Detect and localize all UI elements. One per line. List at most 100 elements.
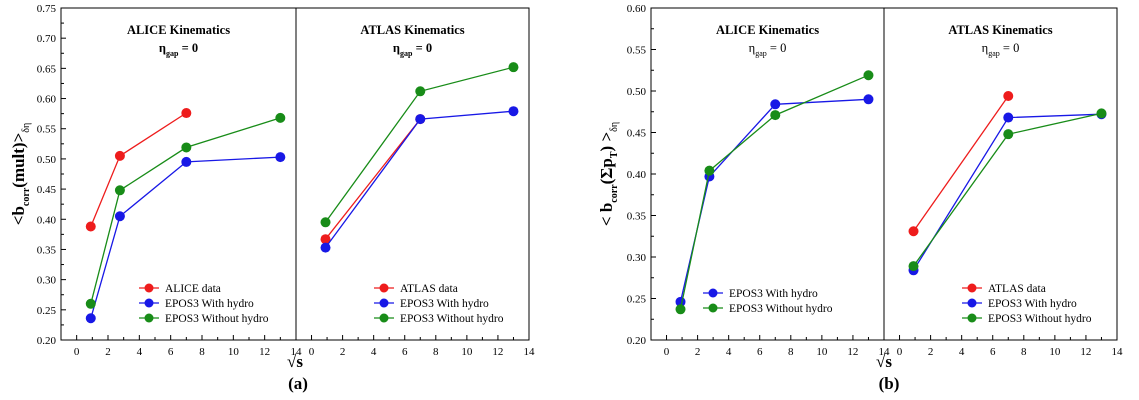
subpanel-title: ATLAS Kinematics [948,23,1052,37]
ylabel-sub-t: T [609,151,620,158]
legend-label: EPOS3 With hydro [988,298,1077,310]
y-tick-label: 0.40 [37,214,57,226]
x-tick-label: 6 [168,346,174,358]
data-point [908,261,919,272]
y-tick-label: 0.50 [627,86,647,98]
legend-label: ATLAS data [988,283,1046,295]
y-tick-label: 0.30 [37,275,57,287]
legend-entry: EPOS3 Without hydro [374,313,504,325]
x-tick-label: 10 [461,346,473,358]
subtitle-sub: gap [400,49,413,58]
y-tick-label: 0.40 [627,169,647,181]
x-tick-label: 4 [371,346,377,358]
data-point [508,62,519,73]
legend-marker [967,313,977,323]
ylabel-sub2: δη [21,123,32,133]
subpanel-subtitle: ηgap = 0 [393,41,432,58]
data-point [1003,90,1014,101]
data-point [181,108,192,119]
x-tick-label: 14 [524,346,536,358]
series-line [679,98,869,302]
subtitle-eta: η [749,41,756,55]
data-point [275,112,286,123]
x-tick-label: 10 [1049,346,1061,358]
legend-marker [144,313,154,323]
legend-label: EPOS3 With hydro [729,288,818,300]
data-point [675,304,686,315]
legend-label: EPOS3 Without hydro [400,313,504,325]
legend-entry: EPOS3 With hydro [139,298,254,310]
x-tick-label: 6 [990,346,996,358]
y-tick-label: 0.75 [37,3,57,15]
x-tick-label: 14 [879,346,891,358]
legend-label: ALICE data [165,283,221,295]
legend-marker [967,298,977,308]
legend-label: EPOS3 With hydro [165,298,254,310]
series-line [324,110,514,248]
subtitle-sub: gap [166,49,179,58]
y-tick-label: 0.45 [37,184,57,196]
x-tick-label: 12 [1080,346,1091,358]
y-tick-label: 0.30 [627,252,647,264]
chart-b: 0.20 0.25 0.30 0.35 0.40 0.45 0.50 0.55 0.60 0 2 4 6… [597,3,1123,393]
chart-a: 0.20 0.25 0.30 0.35 0.40 0.45 0.50 0.55 0.60 0.65… [9,3,535,393]
x-tick-label: 4 [137,346,143,358]
x-tick-label: 10 [816,346,828,358]
x-tick-label: 0 [664,346,670,358]
data-point [181,156,192,167]
x-tick-label: 8 [433,346,439,358]
subtitle-rest: = 0 [178,41,198,55]
subtitle-rest: = 0 [1000,41,1020,55]
legend-entry: ATLAS data [962,283,1046,295]
ylabel-sub2: δη [609,122,620,132]
legend-entry: EPOS3 With hydro [374,298,489,310]
series-line [912,95,1009,232]
data-point [1003,129,1014,140]
subpanel-subtitle: ηgap = 0 [982,41,1020,58]
data-point [275,152,286,163]
data-point [415,86,426,97]
ylabel-sub: corr [609,184,620,203]
series-line [324,118,421,240]
legend-marker [379,298,389,308]
y-tick-label: 0.60 [37,94,57,106]
subpanel-title: ATLAS Kinematics [360,23,464,37]
data-point [1096,108,1107,119]
y-tick-label: 0.55 [37,124,57,136]
y-tick-label: 0.55 [627,45,647,57]
subtitle-eta: η [393,41,400,55]
data-point [908,226,919,237]
legend-entry: EPOS3 With hydro [962,298,1077,310]
x-tick-label: 4 [726,346,732,358]
y-tick-label: 0.25 [37,305,57,317]
x-tick-label: 10 [228,346,240,358]
data-point [1003,112,1014,123]
legend-entry: ATLAS data [374,283,458,295]
legend-entry: EPOS3 Without hydro [962,313,1092,325]
legend-marker [379,313,389,323]
x-tick-label: 4 [959,346,965,358]
ylabel-mid: (mult)> [9,133,28,188]
data-point [508,106,519,117]
data-point [863,70,874,81]
subpanel-atlas: 0 2 4 6 8 10 12 14 ATLAS Kinematics ηgap = 0 ATLAS… [295,7,536,358]
legend-marker [967,283,977,293]
y-tick-label: 0.50 [37,154,57,166]
data-point [114,150,125,161]
x-tick-label: 14 [1112,346,1124,358]
legend-marker [708,288,718,298]
data-point [863,94,874,105]
plot-frame [883,7,1118,341]
legend-label: ATLAS data [400,283,458,295]
subpanel-alice: 0 2 4 6 8 10 12 14 ALICE Kinematics ηgap = 0 EPOS3… [650,7,891,358]
data-point [85,298,96,309]
legend-entry: EPOS3 Without hydro [139,313,269,325]
x-tick-label: 8 [788,346,794,358]
legend-entry: EPOS3 With hydro [703,288,818,300]
subtitle-rest: = 0 [412,41,432,55]
subpanel-title: ALICE Kinematics [127,23,230,37]
data-point [320,234,331,245]
x-tick-label: 6 [402,346,408,358]
subpanel-subtitle: ηgap = 0 [749,41,787,58]
series-line [679,74,869,310]
